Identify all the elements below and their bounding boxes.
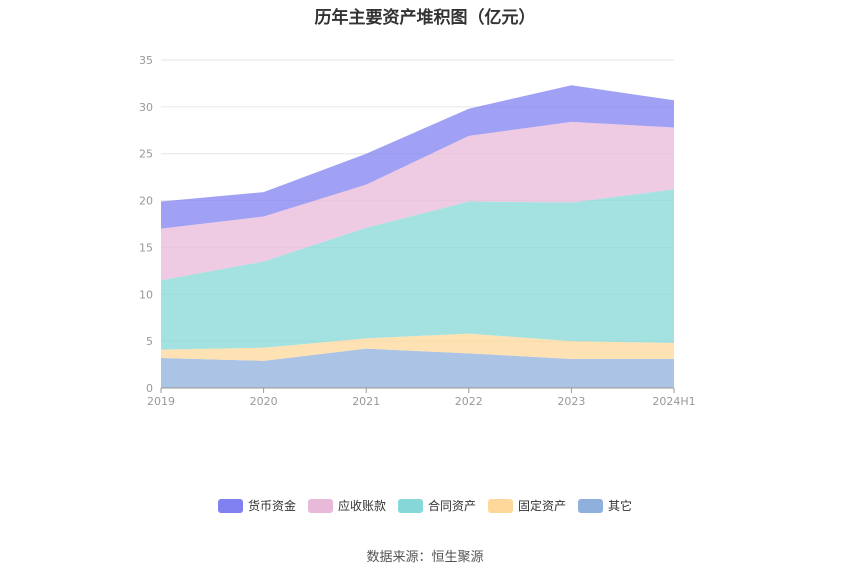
- legend-label: 固定资产: [518, 499, 567, 513]
- area-应收账款: [161, 121, 674, 281]
- y-tick-label: 30: [139, 101, 153, 114]
- legend-item[interactable]: 应收账款: [307, 497, 386, 514]
- legend-item[interactable]: 其它: [578, 497, 632, 514]
- x-tick-label: 2021: [352, 395, 380, 408]
- x-tick-label: 2022: [455, 395, 483, 408]
- y-tick-label: 35: [139, 54, 153, 67]
- x-tick-label: 2023: [557, 395, 585, 408]
- legend-item[interactable]: 货币资金: [217, 497, 296, 514]
- axes: 0 5 10 15 20 25 30 35 2019 2020 2021 2022 2023 2024H1: [139, 54, 696, 408]
- legend-swatch: [307, 498, 333, 513]
- x-tick-label: 2019: [147, 395, 175, 408]
- legend-label: 合同资产: [427, 499, 476, 513]
- y-tick-label: 10: [139, 288, 153, 301]
- legend-swatch: [397, 498, 423, 513]
- y-tick-label: 25: [139, 148, 153, 161]
- legend-label: 货币资金: [247, 499, 296, 513]
- legend-label: 其它: [608, 499, 633, 513]
- area-货币资金: [161, 85, 674, 229]
- area-固定资产: [161, 333, 674, 361]
- x-tick-label: 2024H1: [652, 395, 695, 408]
- legend-label: 应收账款: [337, 499, 386, 513]
- legend-swatch: [488, 498, 513, 513]
- y-tick-label: 20: [139, 195, 153, 208]
- area-其它: [161, 348, 674, 388]
- data-source-note: 数据来源：恒生聚源: [366, 550, 484, 565]
- area-合同资产: [161, 189, 674, 350]
- area-series: [161, 85, 674, 388]
- y-tick-label: 5: [146, 335, 153, 348]
- y-tick-label: 0: [146, 382, 153, 395]
- x-tick-label: 2020: [250, 395, 278, 408]
- chart-title: 历年主要资产堆积图（亿元）: [314, 8, 536, 28]
- legend: 货币资金 应收账款 合同资产 固定资产 其它: [0, 497, 850, 514]
- y-tick-label: 15: [139, 241, 153, 254]
- legend-swatch: [578, 498, 604, 513]
- legend-item[interactable]: 固定资产: [488, 497, 566, 514]
- legend-swatch: [217, 498, 243, 513]
- legend-item[interactable]: 合同资产: [397, 497, 476, 514]
